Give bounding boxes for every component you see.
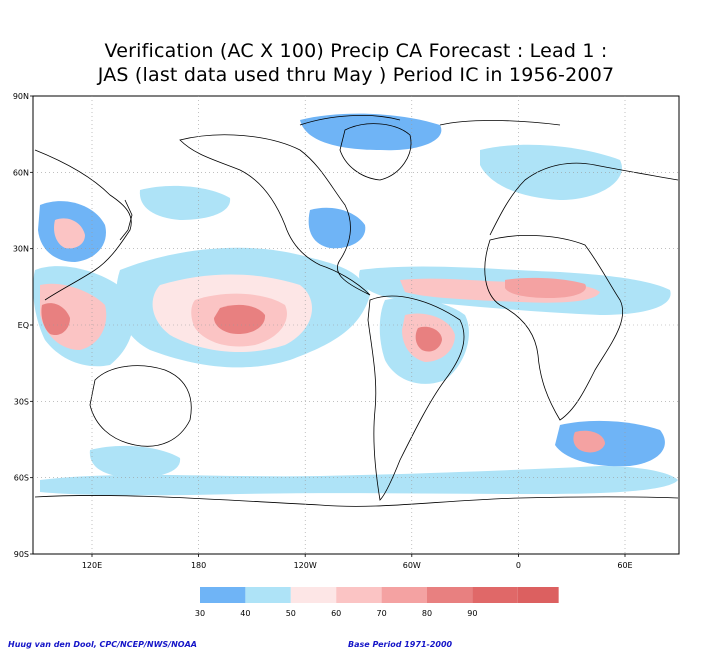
latitude-labels: 90N 60N 30N EQ 30S 60S 90S [13, 92, 33, 559]
shade-south-indian-ocean-pink [573, 430, 605, 453]
coastline-east-asia [34, 149, 132, 301]
credit-author: Huug van den Dool, CPC/NCEP/NWS/NOAA [8, 640, 197, 649]
longitude-labels: 120E 180 120W 60W 0 60E [82, 554, 633, 570]
lon-label: 0 [516, 561, 521, 570]
shade-east-asia-pink [54, 218, 85, 249]
lat-label: 90S [14, 550, 29, 559]
graticule [33, 96, 679, 554]
lat-label: 90N [13, 92, 29, 101]
skill-shading [33, 113, 678, 496]
coastline-australia [89, 365, 192, 447]
shade-north-pacific-blue [139, 185, 231, 220]
map-title-line-2: JAS (last data used thru May ) Period IC… [97, 64, 615, 86]
legend-color-box [200, 587, 246, 603]
shade-arctic-blue [300, 113, 442, 151]
shade-southern-ocean-band [40, 466, 678, 496]
legend-color-box [290, 587, 337, 603]
legend-color-box [427, 587, 473, 603]
legend-value-label: 50 [286, 609, 296, 618]
legend-color-box [381, 587, 427, 603]
coastline-antarctica [34, 495, 679, 507]
lon-label: 120E [82, 561, 102, 570]
lon-label: 180 [191, 561, 206, 570]
lat-label: 30S [14, 397, 29, 406]
coastline-japan [119, 199, 133, 241]
coastline-south-america [367, 295, 465, 501]
lat-label: EQ [18, 321, 29, 330]
lat-label: 30N [13, 245, 29, 254]
legend-value-label: 90 [467, 609, 477, 618]
coastline-north-america [179, 134, 371, 296]
shade-south-pacific-blue [89, 445, 181, 478]
lat-label: 60S [14, 474, 29, 483]
shade-us-east-blue [308, 207, 366, 249]
legend-value-label: 40 [240, 609, 250, 618]
lat-label: 60N [13, 168, 29, 177]
color-legend: 30 40 50 60 70 80 90 [195, 587, 559, 618]
coastline-africa [484, 235, 624, 421]
legend-value-label: 60 [331, 609, 341, 618]
lon-label: 60W [403, 561, 421, 570]
legend-value-label: 80 [422, 609, 432, 618]
legend-value-label: 70 [377, 609, 387, 618]
legend-value-label: 30 [195, 609, 205, 618]
coastline-arctic-islands [299, 115, 561, 126]
credit-base-period: Base Period 1971-2000 [348, 640, 453, 649]
coastlines [34, 115, 679, 507]
shade-siberia-blue [480, 144, 622, 200]
shade-sahel-red [505, 277, 586, 298]
legend-color-box [472, 587, 518, 603]
shade-tropical-pacific-red [214, 304, 266, 334]
map-title-line-1: Verification (AC X 100) Precip CA Foreca… [104, 40, 608, 62]
shade-maritime-continent-red [41, 303, 70, 336]
lon-label: 120W [294, 561, 317, 570]
lon-label: 60E [617, 561, 632, 570]
legend-color-box [245, 587, 291, 603]
coastline-europe [489, 162, 679, 236]
legend-color-box [517, 587, 559, 603]
shade-south-indian-ocean-blue [555, 420, 665, 467]
coastline-greenland [339, 123, 412, 181]
shade-south-america-red [415, 326, 442, 352]
legend-color-box [336, 587, 382, 603]
